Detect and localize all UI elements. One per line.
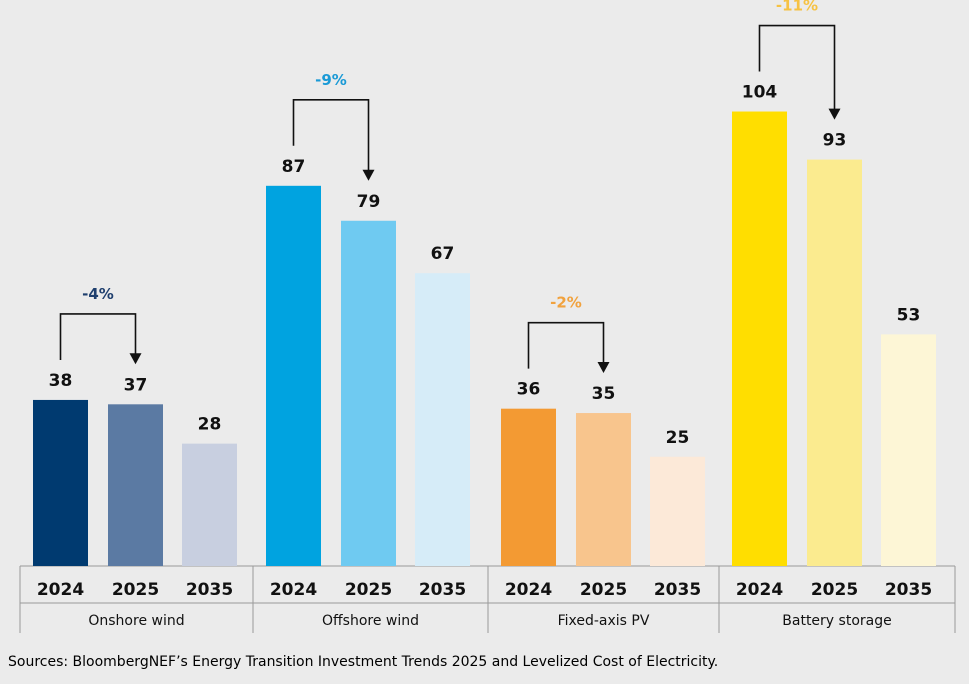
- data-label-battery-storage-2025: 93: [823, 131, 847, 151]
- group-label-offshore-wind: Offshore wind: [322, 613, 419, 629]
- tick-label-fixed-axis-pv-2025: 2025: [580, 580, 627, 600]
- bar-onshore-wind-2024: [33, 399, 88, 566]
- tick-label-onshore-wind-2025: 2025: [112, 580, 159, 600]
- tick-label-offshore-wind-2035: 2035: [419, 580, 466, 600]
- bar-onshore-wind-2025: [108, 404, 163, 566]
- change-arrowhead-battery-storage: [828, 108, 841, 120]
- data-label-fixed-axis-pv-2035: 25: [666, 428, 690, 448]
- data-label-onshore-wind-2035: 28: [198, 415, 222, 435]
- bar-fixed-axis-pv-2024: [501, 408, 556, 566]
- change-label-battery-storage: -11%: [776, 0, 818, 15]
- change-arrowhead-onshore-wind: [129, 353, 142, 365]
- bar-fixed-axis-pv-2035: [650, 456, 705, 566]
- change-bracket-onshore-wind: [59, 313, 137, 360]
- bar-battery-storage-2035: [881, 334, 936, 566]
- bar-fixed-axis-pv-2025: [576, 413, 631, 566]
- data-label-onshore-wind-2025: 37: [124, 375, 148, 395]
- bar-battery-storage-2024: [732, 111, 787, 567]
- data-label-offshore-wind-2035: 67: [431, 244, 455, 264]
- tick-label-battery-storage-2024: 2024: [736, 580, 783, 600]
- source-note: Sources: BloombergNEF’s Energy Transitio…: [8, 654, 719, 670]
- data-label-battery-storage-2035: 53: [897, 305, 921, 325]
- change-bracket-battery-storage: [758, 24, 836, 111]
- change-bracket-fixed-axis-pv: [527, 321, 605, 369]
- tick-label-battery-storage-2025: 2025: [811, 580, 858, 600]
- data-label-battery-storage-2024: 104: [742, 83, 778, 103]
- change-label-offshore-wind: -9%: [315, 71, 347, 89]
- group-label-onshore-wind: Onshore wind: [88, 613, 184, 629]
- change-arrowhead-fixed-axis-pv: [597, 362, 610, 374]
- data-label-fixed-axis-pv-2025: 35: [592, 384, 616, 404]
- bar-offshore-wind-2035: [415, 273, 470, 566]
- bar-offshore-wind-2025: [341, 220, 396, 566]
- tick-label-fixed-axis-pv-2035: 2035: [654, 580, 701, 600]
- tick-label-onshore-wind-2035: 2035: [186, 580, 233, 600]
- change-arrowhead-offshore-wind: [362, 169, 375, 181]
- tick-label-offshore-wind-2025: 2025: [345, 580, 392, 600]
- data-label-onshore-wind-2024: 38: [49, 371, 73, 391]
- change-label-fixed-axis-pv: -2%: [550, 294, 582, 312]
- tick-label-onshore-wind-2024: 2024: [37, 580, 84, 600]
- group-label-fixed-axis-pv: Fixed-axis PV: [558, 613, 650, 629]
- tick-label-fixed-axis-pv-2024: 2024: [505, 580, 552, 600]
- data-label-offshore-wind-2024: 87: [282, 157, 306, 177]
- bar-onshore-wind-2035: [182, 443, 237, 566]
- change-bracket-offshore-wind: [292, 99, 370, 172]
- data-label-fixed-axis-pv-2024: 36: [517, 380, 541, 400]
- tick-label-offshore-wind-2024: 2024: [270, 580, 317, 600]
- change-label-onshore-wind: -4%: [82, 285, 114, 303]
- group-label-battery-storage: Battery storage: [782, 613, 891, 629]
- bar-offshore-wind-2024: [266, 185, 321, 566]
- bar-battery-storage-2025: [807, 159, 862, 566]
- tick-label-battery-storage-2035: 2035: [885, 580, 932, 600]
- data-label-offshore-wind-2025: 79: [357, 192, 381, 212]
